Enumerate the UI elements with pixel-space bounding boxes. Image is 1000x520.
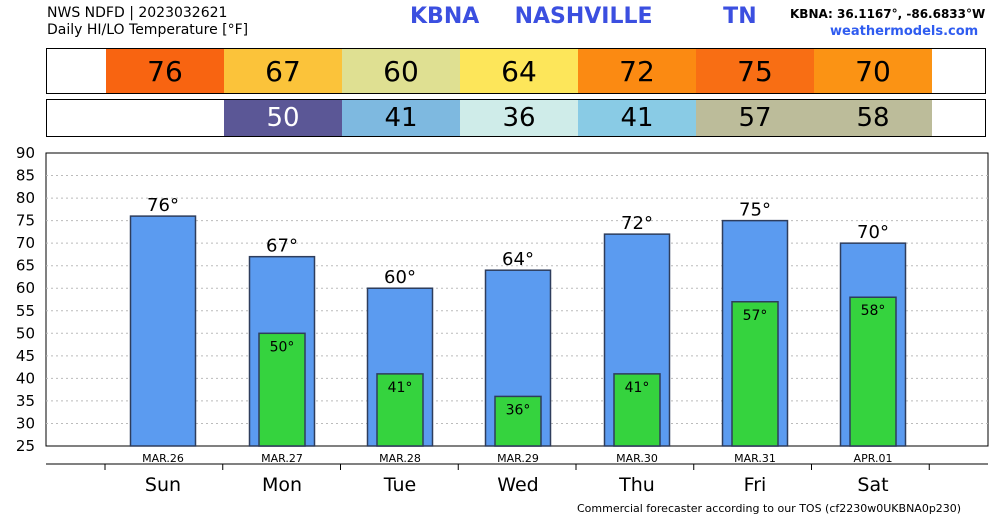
high-temp-label: 72°: [621, 213, 653, 234]
high-temp-bar: [129, 215, 197, 447]
day-label: Thu: [618, 474, 655, 496]
high-temperature-strip: 76 67 60 64 72 75 70: [46, 48, 986, 94]
low-strip-cell: 41: [342, 100, 460, 136]
y-tick-label: 50: [16, 324, 35, 342]
low-strip-cell: 50: [224, 100, 342, 136]
low-strip-cell: 41: [578, 100, 696, 136]
low-temperature-strip: 50 41 36 41 57 58: [46, 99, 986, 137]
date-label: MAR.29: [497, 452, 539, 465]
day-label: Fri: [744, 474, 767, 496]
date-label: MAR.27: [261, 452, 303, 465]
y-tick-label: 60: [16, 279, 35, 297]
high-strip-cell: 64: [460, 49, 578, 93]
date-label: MAR.26: [142, 452, 184, 465]
station-name: KBNA NASHVILLE TN: [410, 4, 757, 29]
high-strip-cell: 70: [814, 49, 932, 93]
high-strip-cell: 76: [106, 49, 224, 93]
low-temp-label: 41°: [625, 380, 650, 396]
low-temp-bar: [613, 373, 661, 447]
product-subtitle: Daily HI/LO Temperature [°F]: [47, 22, 249, 38]
day-label: Tue: [383, 474, 416, 496]
low-strip-cell: 36: [460, 100, 578, 136]
site-link[interactable]: weathermodels.com: [830, 24, 979, 39]
high-temp-label: 70°: [857, 222, 889, 243]
y-tick-label: 90: [16, 144, 35, 162]
y-tick-label: 80: [16, 189, 35, 207]
high-temp-label: 60°: [384, 267, 416, 288]
footer-note: Commercial forecaster according to our T…: [577, 502, 962, 515]
low-temp-bar: [731, 301, 779, 447]
low-strip-cell: 57: [696, 100, 814, 136]
y-tick-label: 75: [16, 212, 35, 230]
y-tick-label: 85: [16, 167, 35, 185]
date-label: MAR.28: [379, 452, 421, 465]
low-temp-bar: [849, 296, 897, 447]
date-label: APR.01: [854, 452, 893, 465]
high-temp-label: 75°: [739, 200, 771, 221]
low-temp-label: 41°: [388, 380, 413, 396]
high-temp-label: 67°: [266, 236, 298, 257]
high-strip-cell: 60: [342, 49, 460, 93]
day-label: Wed: [497, 474, 538, 496]
low-temp-bar: [258, 332, 306, 447]
high-strip-cell: 67: [224, 49, 342, 93]
station-coordinates: KBNA: 36.1167°, -86.6833°W: [790, 7, 986, 21]
low-strip-cell: 58: [814, 100, 932, 136]
y-tick-label: 25: [16, 437, 35, 455]
y-tick-label: 45: [16, 347, 35, 365]
low-temp-label: 50°: [270, 339, 295, 355]
y-tick-label: 65: [16, 257, 35, 275]
high-temp-label: 64°: [502, 249, 534, 270]
high-temp-label: 76°: [147, 195, 179, 216]
product-title: NWS NDFD | 2023032621: [47, 5, 228, 21]
low-temp-bar: [494, 395, 542, 447]
low-temp-bar: [376, 373, 424, 447]
low-temp-label: 58°: [861, 303, 886, 319]
day-label: Sun: [145, 474, 181, 496]
y-tick-label: 40: [16, 369, 35, 387]
y-tick-label: 35: [16, 392, 35, 410]
day-label: Mon: [262, 474, 302, 496]
low-temp-label: 57°: [743, 308, 768, 324]
day-label: Sat: [857, 474, 888, 496]
date-label: MAR.30: [616, 452, 658, 465]
y-tick-label: 70: [16, 234, 35, 252]
low-temp-label: 36°: [506, 402, 531, 418]
high-strip-cell: 72: [578, 49, 696, 93]
y-tick-label: 30: [16, 414, 35, 432]
high-strip-cell: 75: [696, 49, 814, 93]
y-tick-label: 55: [16, 302, 35, 320]
temperature-chart: 25 30 35 40 45 50 55 60 65 70 75 80 85 90 76° 67° 60° 64°…: [16, 144, 989, 496]
date-label: MAR.31: [734, 452, 776, 465]
